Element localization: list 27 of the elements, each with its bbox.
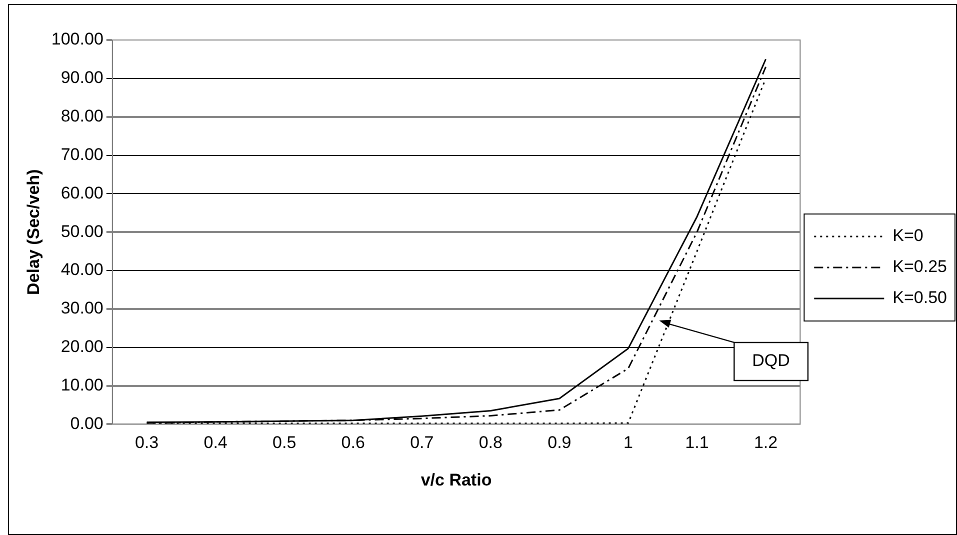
y-tick-label: 60.00 — [60, 183, 104, 202]
y-tick-label: 20.00 — [60, 337, 104, 356]
x-tick-label: 0.7 — [410, 433, 434, 452]
x-tick-label: 0.9 — [548, 433, 572, 452]
x-tick-label: 0.5 — [272, 433, 296, 452]
x-tick-label: 0.3 — [134, 433, 159, 452]
x-tick-label: 1.1 — [685, 433, 709, 452]
y-tick-label: 100.00 — [51, 30, 104, 49]
x-axis-title: v/c Ratio — [420, 470, 492, 490]
x-tick-label: 0.8 — [478, 433, 502, 452]
x-tick-label: 0.4 — [204, 433, 228, 452]
y-tick-label: 90.00 — [60, 68, 104, 88]
x-tick-label: 1.2 — [754, 433, 778, 452]
y-tick-label: 30.00 — [60, 298, 104, 318]
y-tick-label: 80.00 — [60, 106, 104, 126]
y-tick-label: 10.00 — [60, 375, 104, 394]
legend-label: K=0.25 — [892, 257, 948, 276]
y-tick-label: 0.00 — [70, 414, 104, 433]
x-tick-label: 0.6 — [341, 433, 365, 452]
legend-label: K=0.50 — [892, 288, 948, 308]
y-tick-label: 40.00 — [60, 260, 104, 280]
y-tick-label: 50.00 — [60, 222, 104, 241]
y-tick-label: 70.00 — [60, 144, 104, 164]
y-axis-title: Delay (Sec/veh) — [24, 169, 43, 295]
legend-label: K=0 — [892, 226, 924, 246]
x-tick-label: 1 — [623, 433, 633, 452]
annotation: DQD — [752, 351, 790, 370]
